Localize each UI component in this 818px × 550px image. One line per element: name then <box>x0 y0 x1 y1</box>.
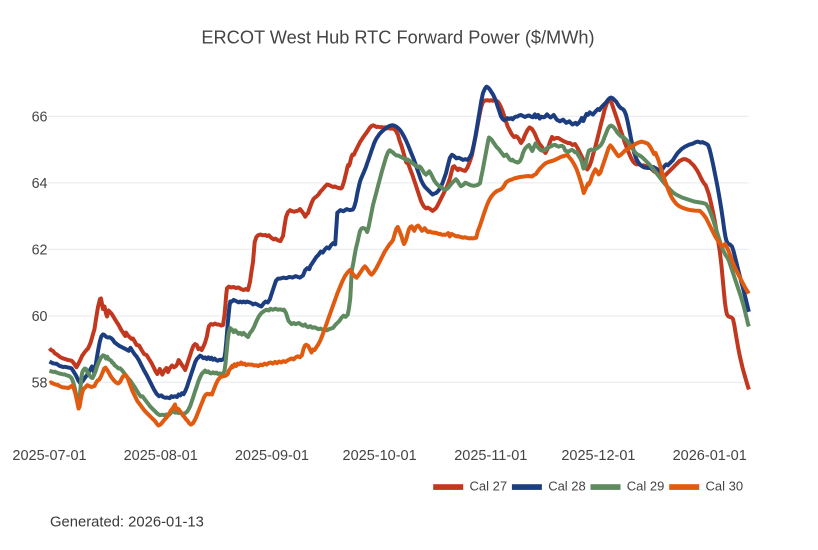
svg-text:2025-12-01: 2025-12-01 <box>561 448 635 464</box>
svg-text:Cal 28: Cal 28 <box>548 479 586 494</box>
svg-text:2025-08-01: 2025-08-01 <box>124 448 198 464</box>
svg-text:58: 58 <box>32 376 48 392</box>
svg-text:Generated: 2026-01-13: Generated: 2026-01-13 <box>50 515 204 531</box>
svg-text:2026-01-01: 2026-01-01 <box>673 448 747 464</box>
svg-text:Cal 29: Cal 29 <box>627 479 665 494</box>
svg-text:ERCOT West Hub RTC Forward Pow: ERCOT West Hub RTC Forward Power ($/MWh) <box>201 28 594 48</box>
svg-text:2025-09-01: 2025-09-01 <box>235 448 309 464</box>
svg-text:60: 60 <box>32 309 48 325</box>
svg-text:62: 62 <box>32 243 48 259</box>
svg-text:64: 64 <box>32 176 48 192</box>
svg-text:Cal 30: Cal 30 <box>706 479 744 494</box>
svg-text:2025-10-01: 2025-10-01 <box>343 448 417 464</box>
svg-text:Cal 27: Cal 27 <box>470 479 508 494</box>
svg-text:2025-07-01: 2025-07-01 <box>12 448 86 464</box>
svg-text:2025-11-01: 2025-11-01 <box>454 448 527 464</box>
svg-text:66: 66 <box>32 110 48 126</box>
